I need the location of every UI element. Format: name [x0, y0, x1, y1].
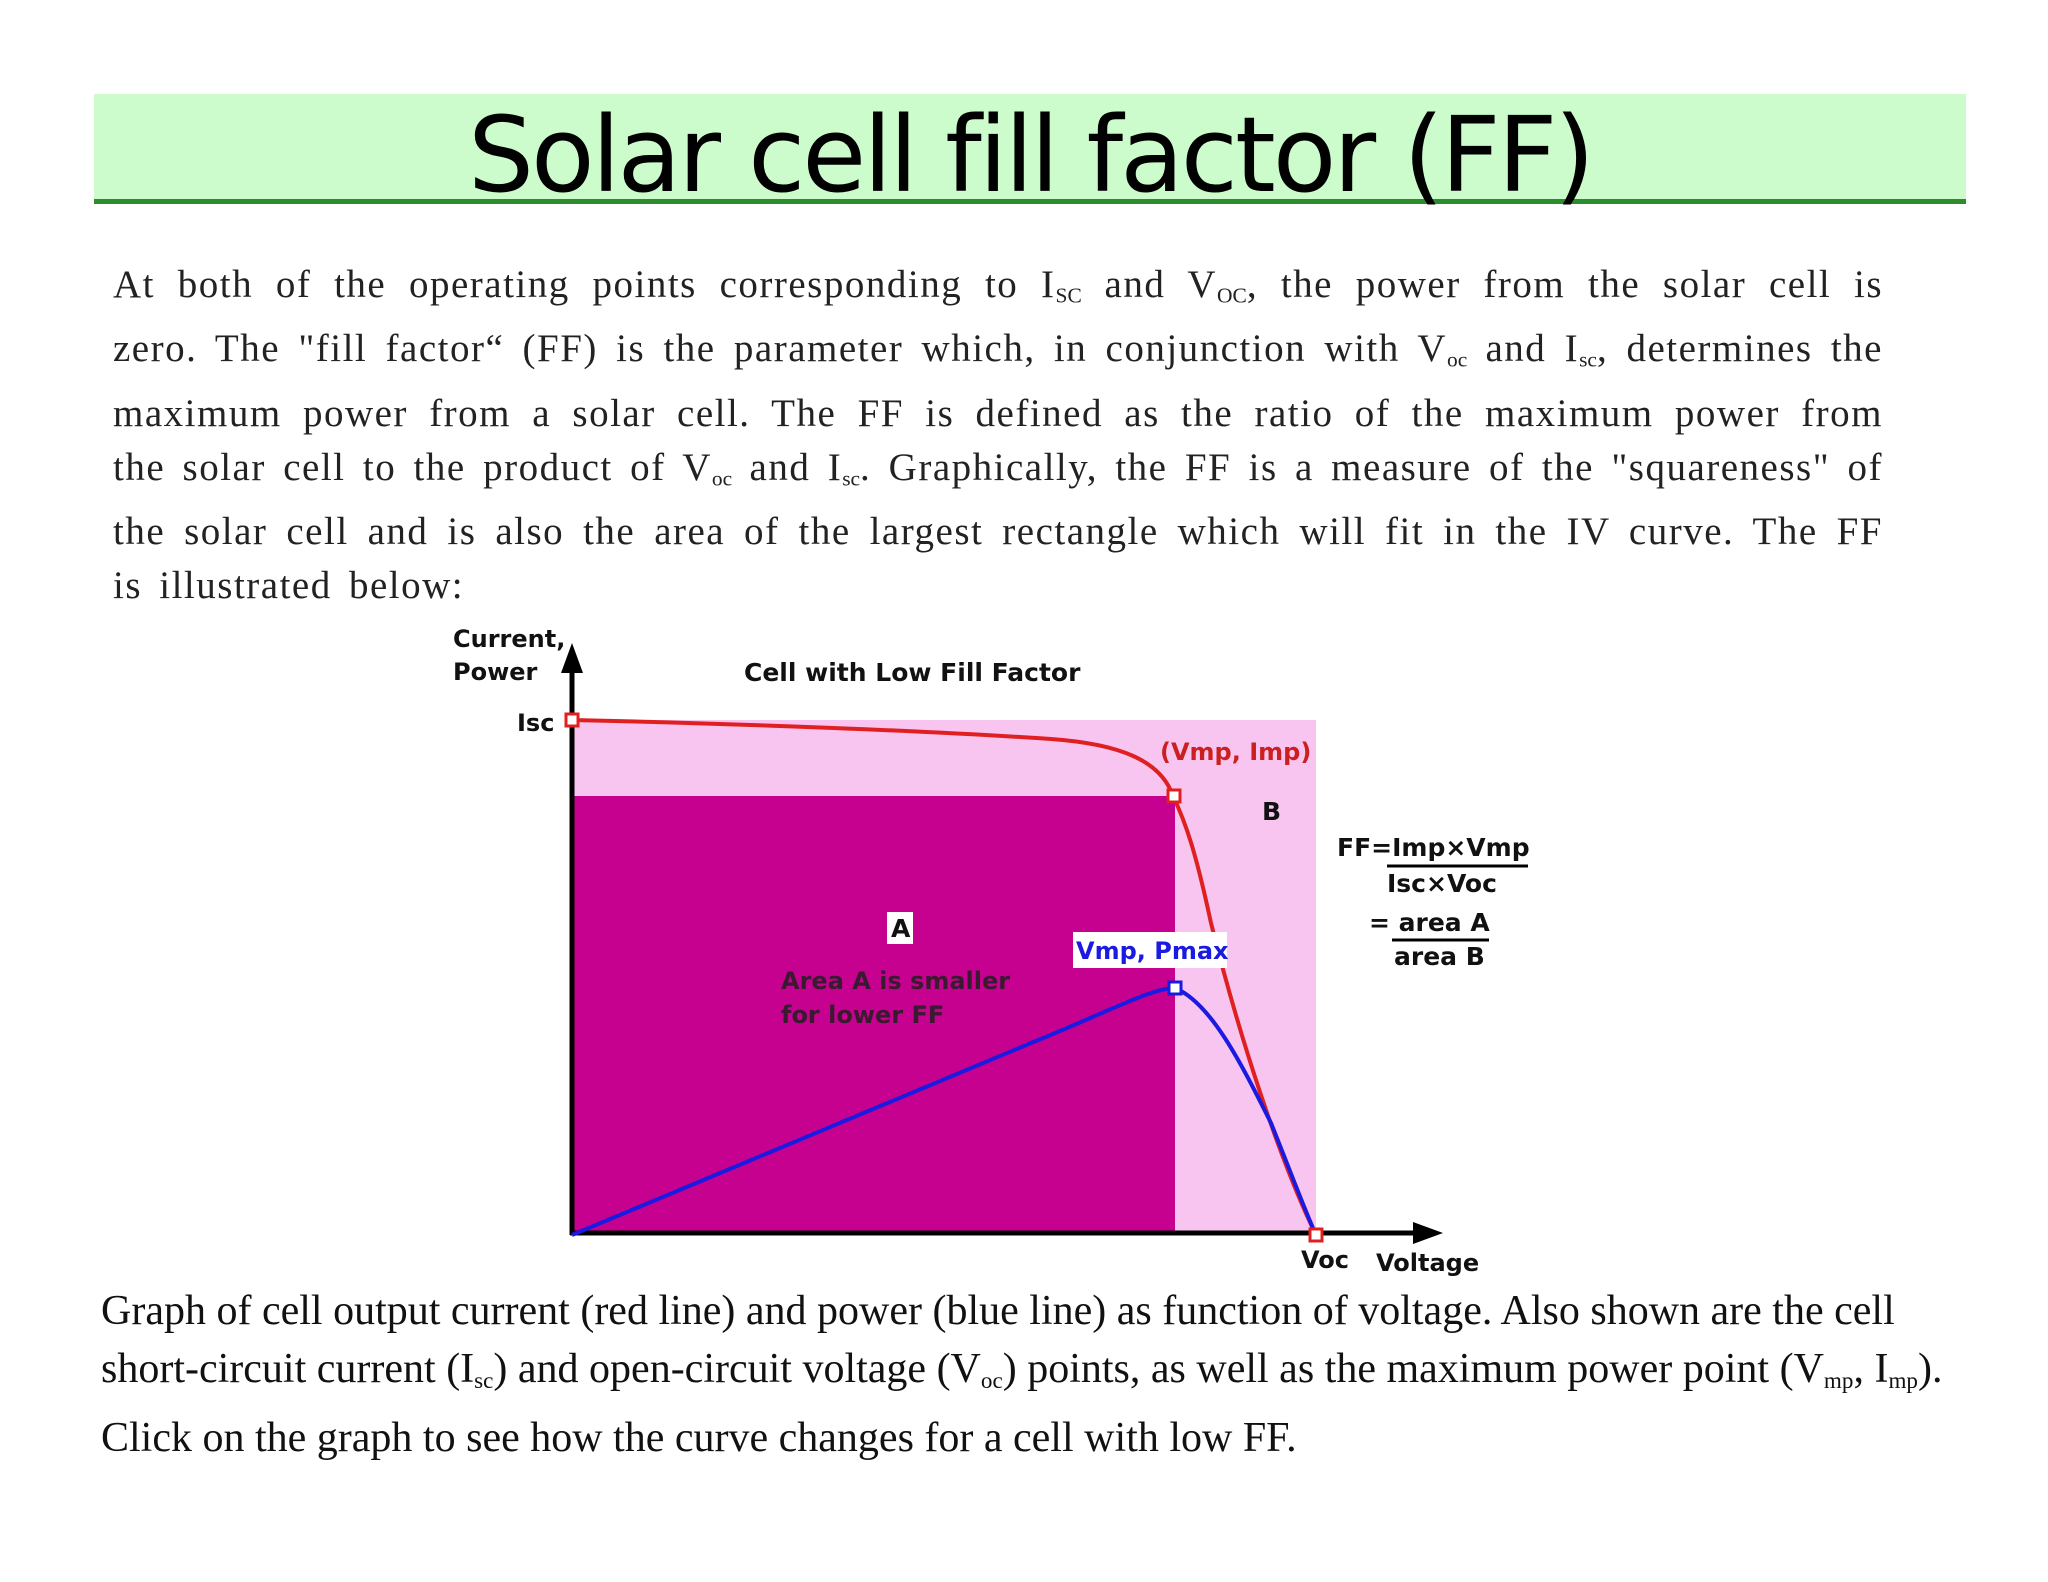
formula-numerator: FF=Imp×Vmp: [1337, 833, 1530, 862]
subscript-text: oc: [1446, 347, 1468, 372]
region-a-label: A: [891, 914, 911, 943]
mpp-power-label: Vmp, Pmax: [1076, 937, 1229, 965]
voc-label: Voc: [1301, 1246, 1349, 1274]
current-curve: [571, 718, 1318, 1236]
text-run: and I: [1467, 327, 1580, 371]
subscript-text: oc: [711, 466, 733, 491]
formula-area-a: = area A: [1369, 908, 1490, 937]
subscript-text: mp: [1823, 1366, 1854, 1393]
isc-label: Isc: [517, 709, 554, 737]
text-run: and I: [732, 445, 843, 489]
voc-point-marker: [1308, 1227, 1324, 1243]
chart-title: Cell with Low Fill Factor: [744, 658, 1081, 687]
subscript-text: mp: [1888, 1366, 1918, 1393]
formula-denominator: Isc×Voc: [1387, 869, 1497, 898]
y-axis-label-line2: Power: [453, 658, 538, 686]
subscript-text: sc: [842, 466, 861, 491]
power-curve: [571, 985, 1318, 1237]
subscript-text: oc: [980, 1366, 1003, 1393]
title-bar: Solar cell fill factor (FF): [94, 93, 1966, 216]
y-axis-arrow-icon: [561, 643, 583, 673]
text-run: ) and open-circuit voltage (V: [493, 1346, 981, 1392]
area-note-line1: Area A is smaller: [781, 967, 1010, 995]
region-b-label: B: [1262, 797, 1281, 826]
text-run: and V: [1081, 263, 1218, 306]
text-run: ). Click on the graph to see how the cur…: [101, 1346, 1943, 1461]
y-axis-label-line1: Current,: [453, 625, 565, 653]
mpp-current-label: (Vmp, Imp): [1160, 738, 1311, 766]
text-run: , determines the maximum power from a so…: [113, 327, 1883, 489]
region-a-label-bg: [887, 912, 913, 944]
text-run: Graph of cell output current (red line) …: [101, 1288, 1895, 1392]
mpp-power-label-bg: [1073, 932, 1227, 968]
mpp-current-marker: [1166, 788, 1182, 804]
intro-paragraph: At both of the operating points correspo…: [113, 258, 1883, 613]
subscript-text: sc: [474, 1366, 494, 1393]
mpp-power-marker: [1167, 980, 1183, 996]
area-note-line2: for lower FF: [781, 1001, 944, 1029]
text-run: ) points, as well as the maximum power p…: [1002, 1346, 1824, 1392]
isc-point-marker: [564, 712, 580, 728]
fill-factor-graph[interactable]: Current, Power Cell with Low Fill Factor…: [451, 623, 1534, 1278]
formula-area-b: area B: [1394, 942, 1485, 971]
text-run: , the power from the solar cell is zero.…: [113, 263, 1883, 371]
x-axis-arrow-icon: [1413, 1222, 1443, 1244]
subscript-text: OC: [1217, 283, 1247, 308]
subscript-text: sc: [1579, 347, 1597, 372]
text-run: . Graphically, the FF is a measure of th…: [113, 445, 1883, 608]
subscript-text: SC: [1055, 283, 1082, 308]
area-a-region: [572, 796, 1175, 1232]
slide-title: Solar cell fill factor (FF): [468, 93, 1595, 216]
text-run: , I: [1853, 1346, 1889, 1392]
x-axis-label: Voltage: [1376, 1249, 1479, 1277]
figure-caption: Graph of cell output current (red line) …: [101, 1282, 1965, 1467]
text-run: At both of the operating points correspo…: [113, 263, 1056, 306]
